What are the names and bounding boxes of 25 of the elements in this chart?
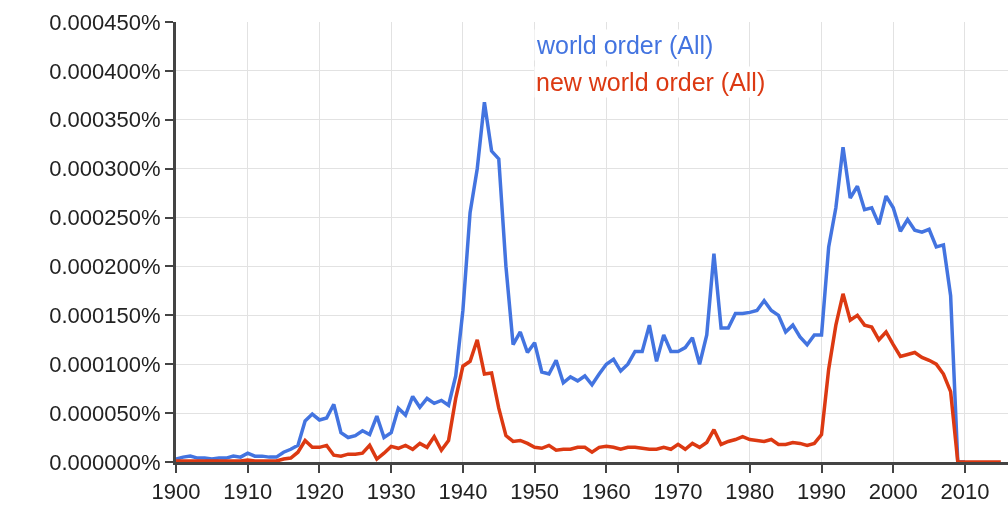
- x-tick-label: 1990: [797, 479, 846, 505]
- y-tick-label: 0.000300%: [49, 156, 161, 182]
- x-tick-label: 1900: [151, 479, 201, 505]
- y-tick-label: 0.000250%: [49, 205, 161, 231]
- x-tick-label: 2010: [940, 479, 990, 505]
- y-tick-label: 0.000000%: [49, 449, 161, 475]
- y-tick-label: 0.000050%: [49, 400, 161, 426]
- y-tick-label: 0.000450%: [49, 9, 161, 35]
- x-tick-label: 2000: [868, 479, 918, 505]
- y-tick-label: 0.000100%: [49, 351, 161, 377]
- x-tick-label: 1970: [653, 479, 703, 505]
- x-tick-label: 1950: [510, 479, 560, 505]
- y-tick-label: 0.000400%: [49, 58, 161, 84]
- y-tick-label: 0.000350%: [49, 107, 161, 133]
- x-tick-label: 1960: [581, 479, 631, 505]
- text: world order (All): [536, 31, 714, 59]
- x-tick-label: 1940: [438, 479, 488, 505]
- x-tick-label: 1930: [366, 479, 416, 505]
- y-tick-label: 0.000200%: [49, 254, 161, 280]
- text: new world order (All): [536, 68, 766, 96]
- line-series: [176, 292, 1003, 462]
- x-tick-label: 1980: [725, 479, 775, 505]
- x-tick-label: 1910: [223, 479, 273, 505]
- x-tick-label: 1920: [294, 479, 344, 505]
- y-tick-label: 0.000150%: [49, 303, 161, 329]
